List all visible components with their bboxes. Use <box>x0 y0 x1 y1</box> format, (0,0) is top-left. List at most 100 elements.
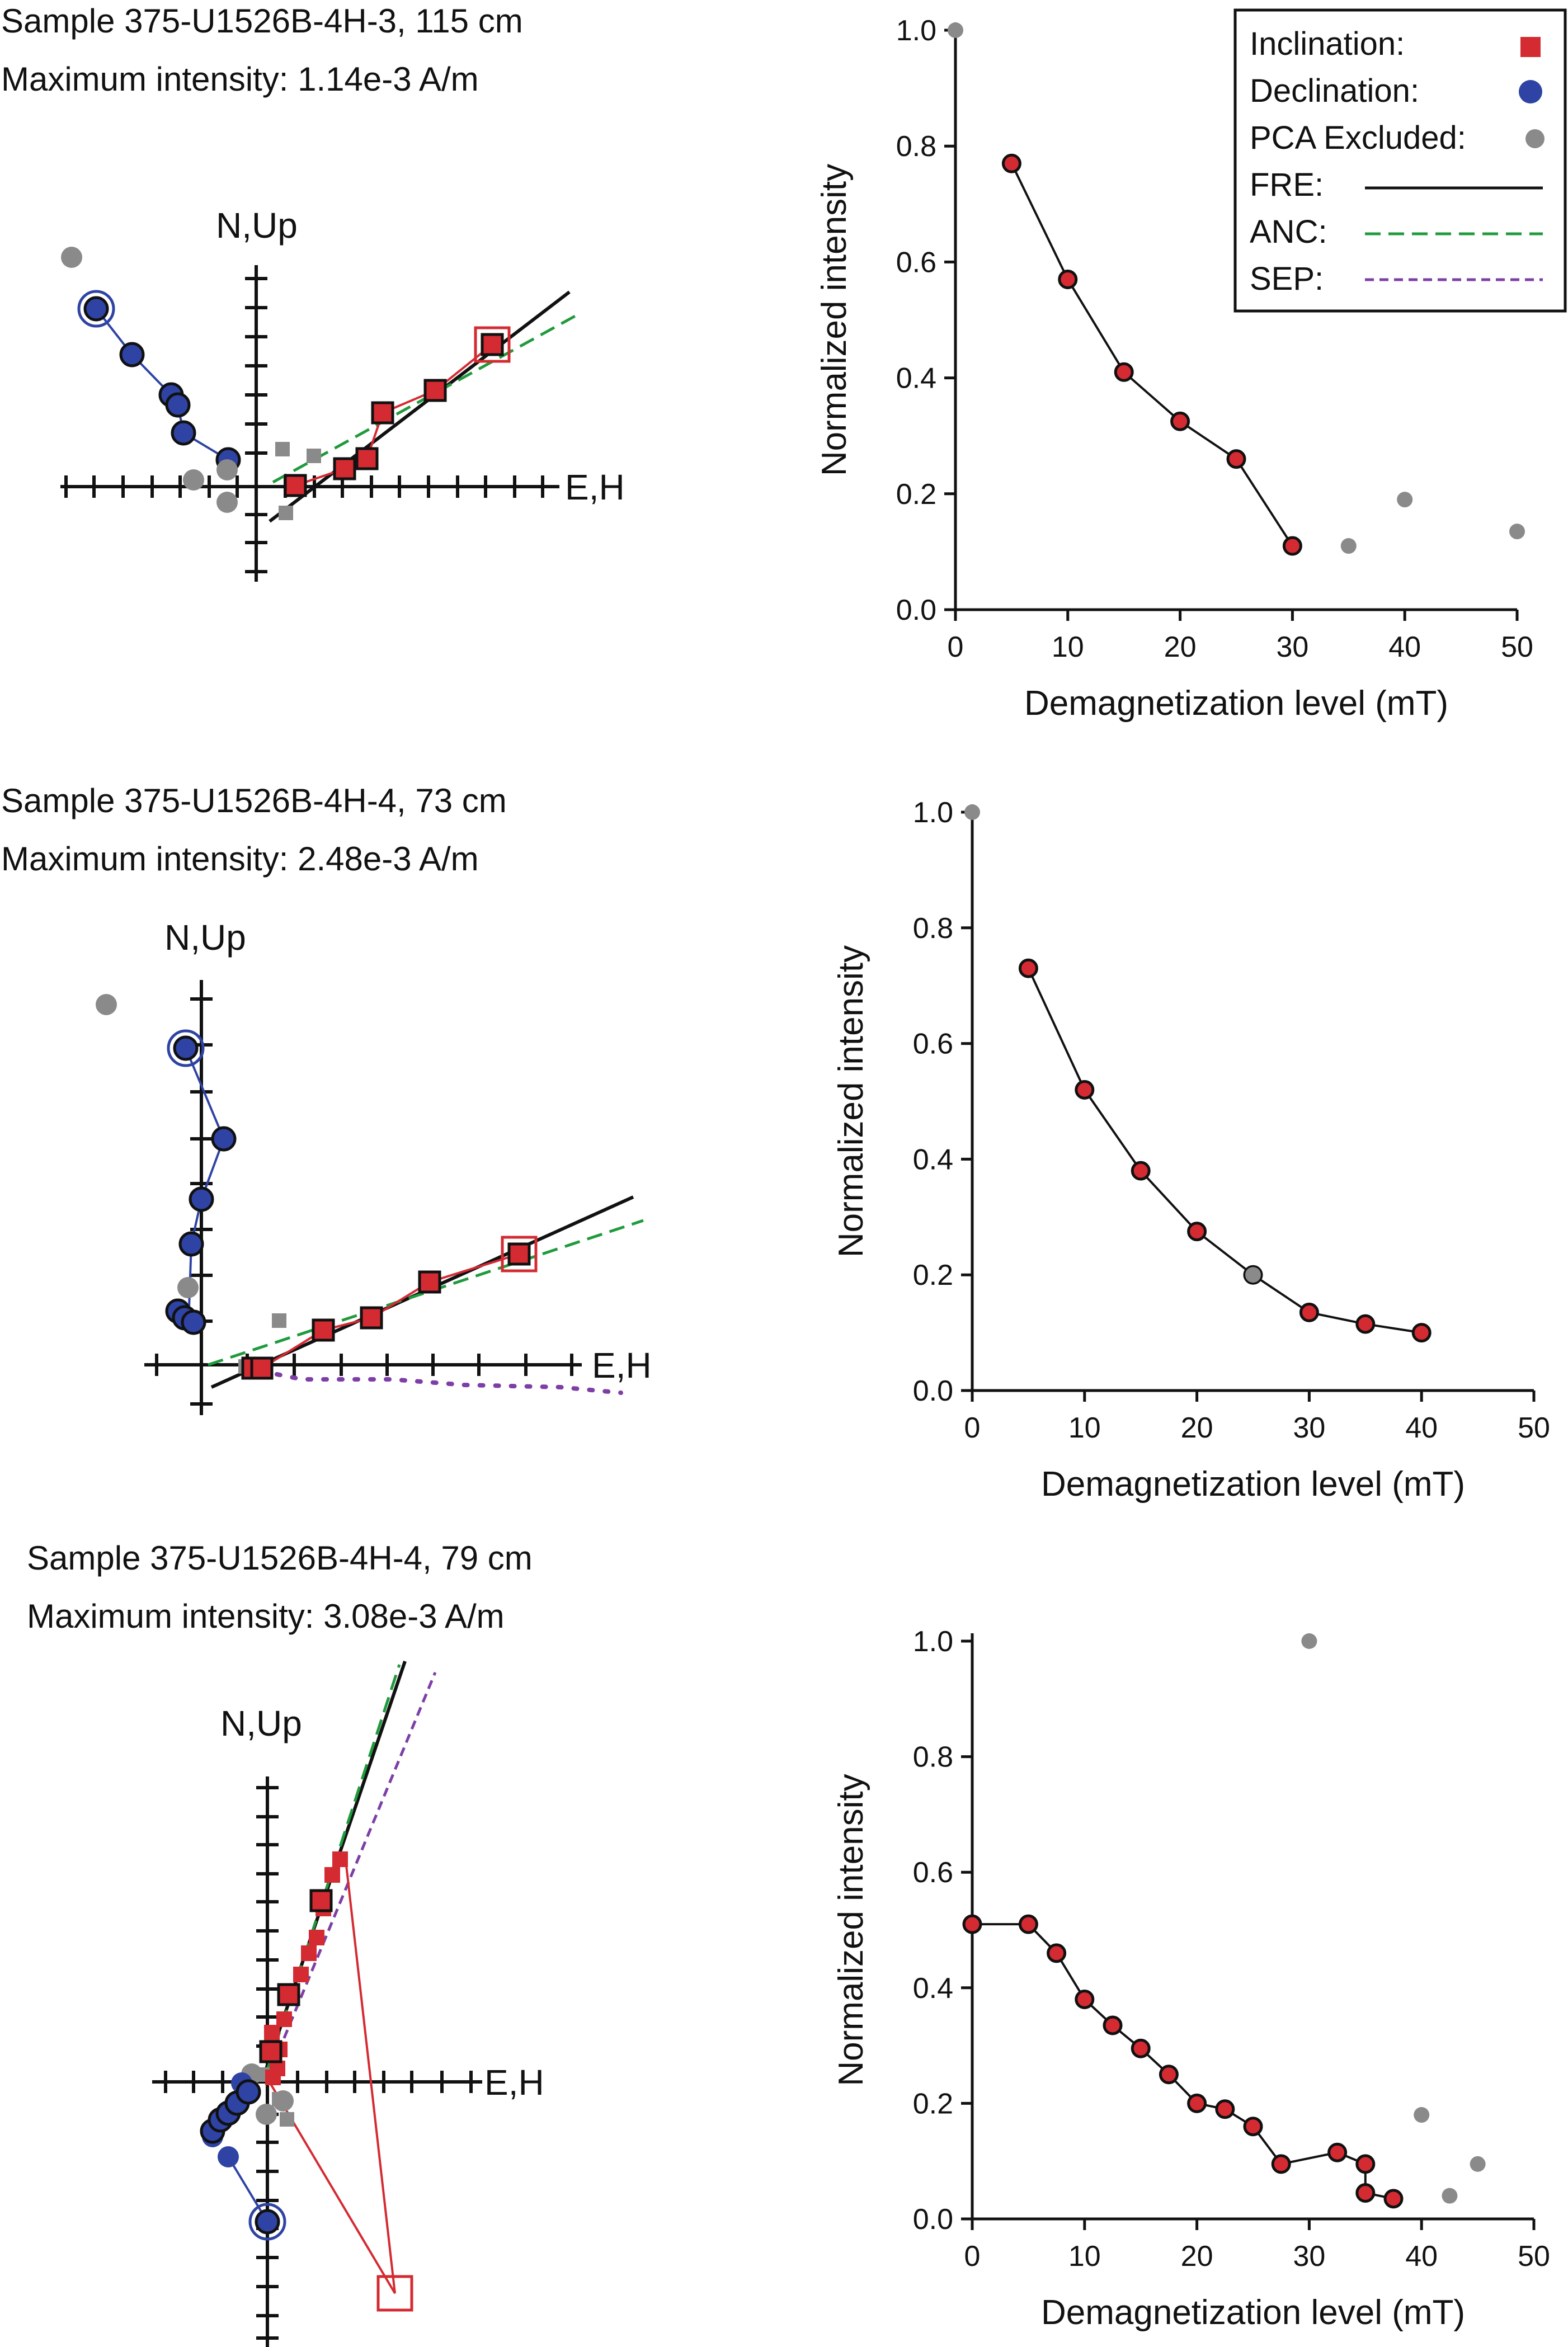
zijderveld-2-declination-nrm <box>167 1029 205 1067</box>
x-tick-label: 0 <box>964 2240 981 2273</box>
intensity-chart-3: 0 10 20 30 40 50 0.0 0.2 0.4 0.6 0.8 1.0 Demagnetiza… <box>832 1625 1550 2332</box>
x-tick-label: 10 <box>1068 2240 1101 2273</box>
sample-1-intensity: Maximum intensity: 1.14e-3 A/m <box>1 60 479 98</box>
zijderveld-1-declination-nrm <box>77 290 115 328</box>
data-point <box>1075 1080 1095 1100</box>
data-point <box>1131 2038 1151 2058</box>
data-point <box>1187 2093 1207 2113</box>
data-point <box>1159 2065 1179 2085</box>
data-point <box>1243 2117 1263 2137</box>
y-axis-title: Normalized intensity <box>832 945 870 1257</box>
x-axis-title: Demagnetization level (mT) <box>1041 2293 1465 2332</box>
zijderveld-3-inclination-points <box>259 1889 333 2063</box>
data-point <box>1215 2099 1235 2119</box>
zijderveld-3-declination-path <box>227 2156 269 2223</box>
zijderveld-3-vertical-label: N,Up <box>220 1703 302 1743</box>
x-tick-label: 20 <box>1181 2240 1213 2273</box>
zijderveld-2-anc-line <box>208 1219 644 1366</box>
data-point <box>1355 2154 1376 2174</box>
data-point <box>1018 958 1038 978</box>
zijderveld-3-axes <box>152 1776 482 2347</box>
zijderveld-1-fre-line <box>269 290 571 523</box>
x-tick-label: 50 <box>1518 2240 1550 2273</box>
zijderveld-3-declination-nrm <box>248 2203 286 2241</box>
zijderveld-plot-3: N,Up E,H <box>152 1661 544 2347</box>
excluded-data-point <box>948 22 963 38</box>
sample-1-title: Sample 375-U1526B-4H-3, 115 cm <box>1 2 523 40</box>
legend-box <box>1233 8 1567 313</box>
data-point <box>1355 1314 1376 1334</box>
zijderveld-3-horizontal-label: E,H <box>484 2062 544 2103</box>
x-tick-label: 20 <box>1164 631 1197 663</box>
data-point <box>1058 269 1078 289</box>
y-tick-label: 0.6 <box>913 1856 953 1889</box>
data-point <box>962 1914 982 1934</box>
x-tick-label: 30 <box>1293 1412 1325 1444</box>
x-tick-label: 20 <box>1181 1412 1213 1444</box>
y-tick-label: 0.0 <box>913 1375 953 1407</box>
zijderveld-1-declination-path <box>95 308 229 461</box>
y-tick-label: 0.6 <box>913 1028 953 1061</box>
y-tick-label: 0.0 <box>896 594 936 626</box>
y-tick-label: 0.4 <box>896 362 936 395</box>
data-point <box>1047 1943 1067 1963</box>
zijderveld-2-declination-points <box>165 1035 237 1335</box>
y-tick-label: 0.0 <box>913 2203 953 2236</box>
legend-declination-label: Declination: <box>1250 73 1419 109</box>
data-point <box>1282 536 1302 556</box>
zijderveld-plot-1: N,Up E,H <box>60 205 625 582</box>
x-tick-label: 50 <box>1501 631 1533 663</box>
y-tick-label: 0.4 <box>913 1143 953 1176</box>
zijderveld-plot-2: N,Up E,H <box>96 917 652 1415</box>
excluded-data-point <box>1397 492 1413 508</box>
x-tick-label: 10 <box>1052 631 1084 663</box>
data-point <box>1299 1302 1319 1322</box>
x-axis-title: Demagnetization level (mT) <box>1041 1465 1465 1504</box>
zijderveld-2-sep-line <box>244 1366 623 1395</box>
y-tick-label: 0.8 <box>913 912 953 945</box>
x-tick-label: 40 <box>1405 2240 1438 2273</box>
x-tick-label: 30 <box>1276 631 1308 663</box>
zijderveld-3-declination-points <box>200 2079 280 2235</box>
data-point <box>1075 1989 1095 2009</box>
legend-fre-label: FRE: <box>1250 167 1324 203</box>
data-point <box>1131 1161 1151 1181</box>
x-tick-label: 30 <box>1293 2240 1325 2273</box>
data-point <box>1103 2015 1123 2035</box>
sample-3-title: Sample 375-U1526B-4H-4, 79 cm <box>27 1539 533 1577</box>
x-tick-label: 50 <box>1518 1412 1550 1444</box>
zijderveld-3-inclination-nrm <box>376 2275 413 2312</box>
y-tick-label: 0.2 <box>913 1259 953 1292</box>
zijderveld-1-excluded-points <box>61 247 321 520</box>
x-tick-label: 40 <box>1388 631 1421 663</box>
zijderveld-2-inclination-nrm <box>501 1236 538 1273</box>
y-axis-title: Normalized intensity <box>832 1774 870 2086</box>
zijderveld-1-vertical-label: N,Up <box>216 205 298 246</box>
data-point <box>1001 153 1021 173</box>
y-tick-label: 0.2 <box>896 478 936 511</box>
data-point <box>1226 449 1246 469</box>
y-tick-label: 1.0 <box>913 1625 953 1658</box>
zijderveld-2-vertical-label: N,Up <box>164 917 246 958</box>
data-point <box>1411 1323 1432 1343</box>
data-point <box>1355 2183 1376 2203</box>
y-tick-label: 1.0 <box>913 797 953 829</box>
data-point <box>1170 411 1190 431</box>
excluded-data-point <box>1414 2107 1430 2123</box>
legend-pca-excluded-label: PCA Excluded: <box>1250 120 1466 156</box>
decay-line <box>1010 163 1294 547</box>
x-tick-label: 0 <box>948 631 964 663</box>
legend-pca-excluded-swatch <box>1525 129 1545 148</box>
data-point <box>1271 2154 1291 2174</box>
x-tick-label: 0 <box>964 1412 981 1444</box>
sample-2-title: Sample 375-U1526B-4H-4, 73 cm <box>1 782 507 819</box>
intensity-chart-2: 0 10 20 30 40 50 0.0 0.2 0.4 0.6 0.8 1.0 Demagnetiza… <box>832 797 1550 1504</box>
legend-sep-label: SEP: <box>1250 261 1324 297</box>
legend-anc-label: ANC: <box>1250 214 1327 250</box>
sample-3-intensity: Maximum intensity: 3.08e-3 A/m <box>27 1597 505 1635</box>
data-point <box>1187 1222 1207 1242</box>
x-tick-label: 40 <box>1405 1412 1438 1444</box>
zijderveld-3-inclination-path <box>266 1860 396 2294</box>
y-tick-label: 1.0 <box>896 15 936 47</box>
